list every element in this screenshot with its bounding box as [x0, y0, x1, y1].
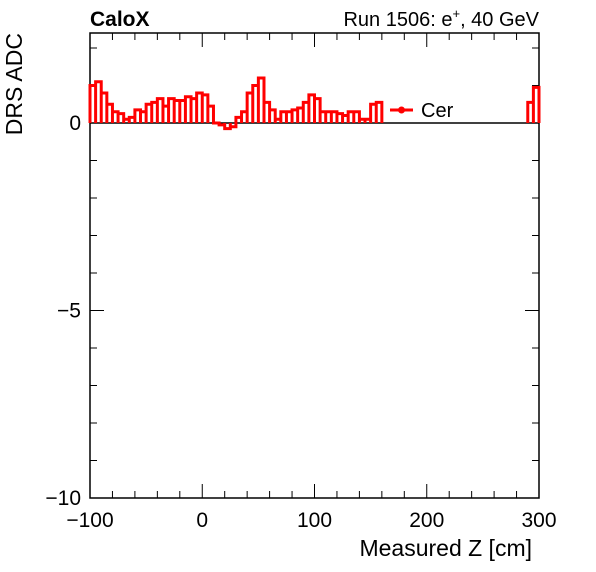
- y-tick-label: −5: [57, 300, 81, 323]
- y-axis-title: DRS ADC: [1, 33, 27, 135]
- x-tick-label: 300: [521, 509, 556, 532]
- legend: Cer: [390, 100, 454, 122]
- legend-marker-cer: [398, 106, 405, 114]
- series-cer: [88, 76, 541, 131]
- x-tick-label: 100: [297, 509, 332, 532]
- chart-title-right: Run 1506: e+, 40 GeV: [343, 6, 539, 31]
- series-cer-steps: [526, 85, 541, 123]
- chart-title-left: CaloX: [90, 8, 150, 31]
- legend-label-cer: Cer: [421, 100, 454, 122]
- chart-title-energy: , 40 GeV: [460, 9, 540, 31]
- x-axis-title: Measured Z [cm]: [359, 535, 532, 561]
- chart-title-superscript: +: [452, 6, 460, 21]
- x-tick-label: 200: [409, 509, 444, 532]
- y-tick-label: −10: [45, 487, 81, 510]
- series-cer-steps: [88, 76, 384, 131]
- y-axis: −10 −5 0: [45, 47, 539, 510]
- x-tick-label: −100: [66, 509, 113, 532]
- y-tick-label: 0: [69, 112, 81, 135]
- x-axis: −100 0 100 200 300: [66, 33, 557, 532]
- chart-title-run: Run 1506: e: [343, 9, 452, 31]
- x-tick-label: 0: [196, 509, 208, 532]
